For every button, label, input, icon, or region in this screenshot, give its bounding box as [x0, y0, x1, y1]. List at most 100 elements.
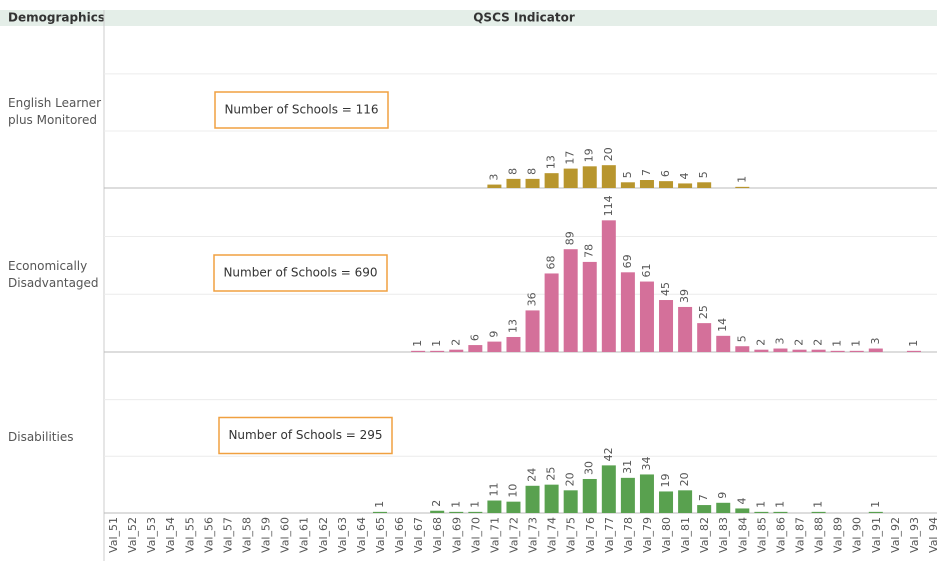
value-label: 1	[735, 176, 748, 183]
value-label: 19	[659, 473, 672, 487]
value-label: 30	[583, 461, 596, 475]
value-label: 36	[526, 292, 539, 306]
header-bar	[0, 10, 937, 26]
value-label: 6	[468, 334, 481, 341]
x-tick-label: Val_92	[889, 517, 902, 553]
bar	[716, 335, 731, 352]
bar	[601, 220, 616, 352]
x-tick-label: Val_67	[412, 517, 425, 553]
value-label: 42	[602, 447, 615, 461]
bar	[601, 465, 616, 513]
value-label: 7	[640, 169, 653, 176]
bar	[849, 350, 864, 352]
column-header: QSCS Indicator	[473, 11, 575, 25]
value-label: 5	[621, 171, 634, 178]
bar	[487, 500, 502, 513]
value-label: 1	[754, 501, 767, 508]
bar	[620, 272, 635, 352]
value-label: 4	[678, 172, 691, 179]
bar	[678, 490, 693, 513]
annotation-box	[218, 416, 393, 455]
value-label: 3	[487, 174, 500, 181]
bar	[525, 485, 540, 513]
bar	[487, 184, 502, 188]
value-label: 13	[506, 319, 519, 333]
bar	[582, 478, 597, 513]
x-tick-label: Val_64	[355, 517, 368, 553]
x-tick-label: Val_58	[240, 517, 253, 553]
bar	[659, 491, 674, 513]
value-label: 114	[602, 195, 615, 216]
value-label: 1	[850, 340, 863, 347]
value-label: 2	[812, 339, 825, 346]
value-label: 4	[735, 497, 748, 504]
bar	[563, 490, 578, 513]
value-label: 2	[793, 339, 806, 346]
x-tick-label: Val_69	[450, 517, 463, 553]
annotation: Number of Schools = 116	[224, 103, 378, 117]
value-label: 1	[907, 340, 920, 347]
x-tick-label: Val_87	[794, 517, 807, 553]
x-tick-label: Val_65	[374, 517, 387, 553]
bar	[563, 249, 578, 352]
bar	[716, 502, 731, 513]
x-tick-label: Val_59	[260, 517, 273, 553]
value-label: 61	[640, 264, 653, 278]
value-label: 14	[716, 318, 729, 332]
bar	[735, 186, 750, 188]
x-tick-label: Val_61	[298, 517, 311, 553]
bar	[411, 350, 426, 352]
value-label: 5	[735, 335, 748, 342]
annotation-box	[213, 254, 388, 292]
bar	[544, 273, 559, 352]
value-label: 1	[411, 340, 424, 347]
bar	[811, 511, 826, 513]
x-tick-label: Val_55	[183, 517, 196, 553]
value-label: 19	[583, 148, 596, 162]
value-label: 5	[697, 171, 710, 178]
value-label: 6	[659, 170, 672, 177]
bar	[754, 349, 769, 352]
value-label: 31	[621, 460, 634, 474]
x-tick-label: Val_70	[469, 517, 482, 553]
bar	[430, 510, 445, 513]
x-tick-label: Val_60	[279, 517, 292, 553]
value-label: 2	[754, 339, 767, 346]
value-label: 1	[869, 501, 882, 508]
x-tick-label: Val_85	[755, 517, 768, 553]
value-label: 34	[640, 456, 653, 470]
value-label: 13	[545, 155, 558, 169]
value-label: 1	[773, 501, 786, 508]
x-tick-label: Val_90	[851, 517, 864, 553]
x-tick-label: Val_83	[717, 517, 730, 553]
x-tick-label: Val_52	[126, 517, 139, 553]
bar	[506, 336, 521, 352]
bar	[678, 183, 693, 188]
value-label: 25	[697, 305, 710, 319]
value-label: 9	[487, 331, 500, 338]
value-label: 2	[449, 339, 462, 346]
bar	[735, 346, 750, 352]
x-tick-label: Val_91	[870, 517, 883, 553]
x-tick-label: Val_71	[488, 517, 501, 553]
x-tick-label: Val_53	[145, 517, 158, 553]
bar	[563, 168, 578, 188]
bar	[544, 173, 559, 188]
value-label: 68	[545, 255, 558, 269]
value-label: 1	[430, 340, 443, 347]
value-label: 9	[716, 492, 729, 499]
value-label: 45	[659, 282, 672, 296]
value-label: 11	[487, 483, 500, 497]
x-tick-label: Val_51	[107, 517, 120, 553]
value-label: 1	[468, 501, 481, 508]
value-label: 10	[506, 484, 519, 498]
value-label: 69	[621, 254, 634, 268]
value-label: 1	[812, 501, 825, 508]
value-label: 1	[373, 501, 386, 508]
bar	[639, 281, 654, 352]
value-label: 78	[583, 244, 596, 258]
value-label: 1	[831, 340, 844, 347]
value-label: 20	[678, 472, 691, 486]
